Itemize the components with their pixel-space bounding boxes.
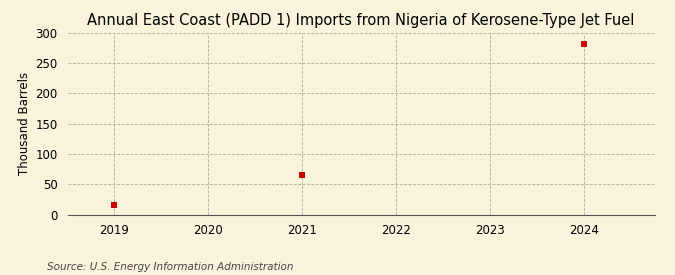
- Point: [579, 42, 590, 46]
- Point: [109, 203, 120, 208]
- Text: Source: U.S. Energy Information Administration: Source: U.S. Energy Information Administ…: [47, 262, 294, 272]
- Point: [297, 173, 308, 177]
- Title: Annual East Coast (PADD 1) Imports from Nigeria of Kerosene-Type Jet Fuel: Annual East Coast (PADD 1) Imports from …: [88, 13, 634, 28]
- Y-axis label: Thousand Barrels: Thousand Barrels: [18, 72, 31, 175]
